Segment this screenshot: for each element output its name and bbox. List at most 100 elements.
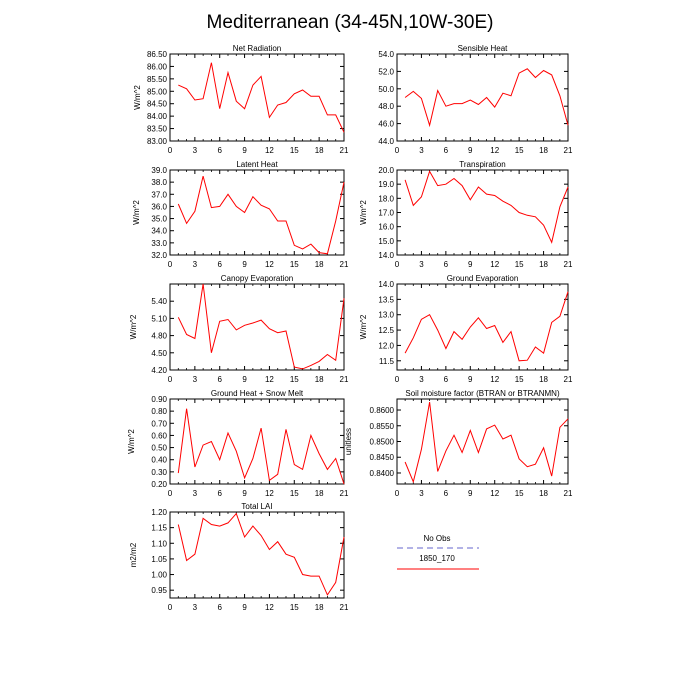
- x-tick-label: 0: [395, 375, 400, 384]
- x-tick-label: 15: [515, 489, 524, 498]
- y-tick-label: 54.0: [378, 50, 394, 59]
- y-tick-label: 5.40: [151, 297, 167, 306]
- y-tick-label: 83.50: [147, 125, 168, 134]
- y-tick-label: 0.8550: [370, 422, 395, 431]
- x-tick-label: 9: [242, 375, 247, 384]
- y-tick-label: 0.8450: [370, 453, 395, 462]
- plot-frame: [396, 53, 569, 142]
- y-tick-label: 0.80: [151, 407, 167, 416]
- plot-frame: [396, 169, 569, 256]
- y-tick-label: 13.5: [378, 295, 394, 304]
- x-tick-label: 21: [564, 260, 573, 269]
- y-tick-label: 84.50: [147, 100, 168, 109]
- plot-frame: [169, 511, 345, 599]
- y-axis-label: unitless: [344, 428, 353, 455]
- x-tick-label: 21: [564, 489, 573, 498]
- y-tick-label: 34.0: [151, 227, 167, 236]
- x-tick-label: 6: [217, 260, 222, 269]
- y-tick-label: 0.60: [151, 431, 167, 440]
- x-tick-label: 18: [315, 146, 324, 155]
- y-tick-label: 13.0: [378, 311, 394, 320]
- y-tick-label: 18.0: [378, 194, 394, 203]
- plot-frame: [169, 283, 345, 371]
- x-tick-label: 6: [217, 489, 222, 498]
- x-tick-label: 3: [419, 260, 424, 269]
- panel-total-lai: 0 3 6 9 12 15 18 21 0.95 1.00 1.05 1.10 1.15 1.20 Tota…: [129, 502, 349, 612]
- y-tick-label: 86.00: [147, 62, 168, 71]
- y-tick-label: 50.0: [378, 85, 394, 94]
- y-tick-label: 44.0: [378, 137, 394, 146]
- x-tick-label: 9: [242, 603, 247, 612]
- legend-label-no-obs: No Obs: [423, 534, 450, 543]
- y-tick-label: 12.0: [378, 341, 394, 350]
- y-tick-label: 14.0: [378, 251, 394, 260]
- x-tick-label: 9: [242, 260, 247, 269]
- panel-title: Transpiration: [459, 160, 505, 169]
- x-tick-label: 12: [490, 375, 499, 384]
- x-tick-label: 21: [340, 375, 349, 384]
- x-tick-label: 21: [564, 146, 573, 155]
- panel-ground-heat-snow-melt: 0 3 6 9 12 15 18 21 0.20 0.30 0.40 0.50 0.60 0.70 0.80…: [127, 389, 349, 498]
- x-tick-label: 15: [290, 375, 299, 384]
- panel-title: Canopy Evaporation: [221, 274, 294, 283]
- y-tick-label: 15.0: [378, 237, 394, 246]
- x-tick-label: 12: [265, 260, 274, 269]
- panel-net-radiation: 0 3 6 9 12 15 18 21 83.00 83.50 84.00 84.50 85.00 85.…: [133, 44, 349, 155]
- x-tick-label: 18: [315, 260, 324, 269]
- series-line-1850-170: [177, 408, 345, 485]
- y-tick-label: 0.8500: [370, 438, 395, 447]
- figure-title: Mediterranean (34-45N,10W-30E): [207, 12, 494, 33]
- x-tick-label: 6: [444, 260, 449, 269]
- x-tick-label: 18: [315, 489, 324, 498]
- x-tick-label: 18: [315, 603, 324, 612]
- y-tick-label: 37.0: [151, 190, 167, 199]
- panel-sensible-heat: 0 3 6 9 12 15 18 21 44.0 46.0 48.0 50.0 52.0 54.0 Sens…: [378, 44, 573, 155]
- x-tick-label: 12: [265, 146, 274, 155]
- series-line-1850-170: [178, 62, 345, 133]
- y-tick-label: 0.30: [151, 468, 167, 477]
- x-tick-label: 9: [242, 146, 247, 155]
- legend-label-1850-170: 1850_170: [419, 554, 455, 563]
- x-tick-label: 15: [515, 146, 524, 155]
- y-axis-label: W/m^2: [129, 314, 138, 339]
- x-tick-label: 15: [290, 603, 299, 612]
- plot-frame: [169, 398, 345, 485]
- y-tick-label: 0.95: [151, 586, 167, 595]
- x-tick-label: 3: [193, 146, 198, 155]
- x-tick-label: 18: [539, 489, 548, 498]
- panel-title: Ground Heat + Snow Melt: [211, 389, 304, 398]
- y-tick-label: 39.0: [151, 166, 167, 175]
- y-tick-label: 14.0: [378, 280, 394, 289]
- y-tick-label: 32.0: [151, 251, 167, 260]
- x-tick-label: 3: [193, 375, 198, 384]
- plot-frame: [169, 169, 345, 256]
- y-tick-label: 5.10: [151, 314, 167, 323]
- x-tick-label: 15: [290, 146, 299, 155]
- x-tick-label: 15: [515, 375, 524, 384]
- x-tick-label: 12: [265, 603, 274, 612]
- y-tick-label: 1.10: [151, 539, 167, 548]
- x-tick-label: 0: [168, 489, 173, 498]
- panel-title: Sensible Heat: [458, 44, 509, 53]
- y-axis-label: W/m^2: [127, 429, 136, 454]
- y-tick-label: 1.15: [151, 524, 167, 533]
- x-tick-label: 12: [265, 375, 274, 384]
- panel-ground-evaporation: 0 3 6 9 12 15 18 21 11.5 12.0 12.5 13.0 13.5 14.0 Grou…: [359, 274, 573, 384]
- series-line-1850-170: [404, 170, 569, 244]
- x-tick-label: 6: [444, 146, 449, 155]
- y-tick-label: 46.0: [378, 120, 394, 129]
- y-axis-label: W/m^2: [133, 85, 142, 110]
- x-tick-label: 0: [168, 375, 173, 384]
- x-tick-label: 21: [564, 375, 573, 384]
- x-tick-label: 6: [217, 146, 222, 155]
- panel-title: Latent Heat: [236, 160, 278, 169]
- x-tick-label: 3: [193, 260, 198, 269]
- x-tick-label: 18: [539, 260, 548, 269]
- x-tick-label: 9: [468, 489, 473, 498]
- panel-canopy-evaporation: 0 3 6 9 12 15 18 21 4.20 4.50 4.80 5.10 5.40 Canopy E…: [129, 274, 349, 384]
- x-tick-label: 18: [315, 375, 324, 384]
- y-tick-label: 12.5: [378, 326, 394, 335]
- x-tick-label: 0: [168, 603, 173, 612]
- x-tick-label: 3: [193, 489, 198, 498]
